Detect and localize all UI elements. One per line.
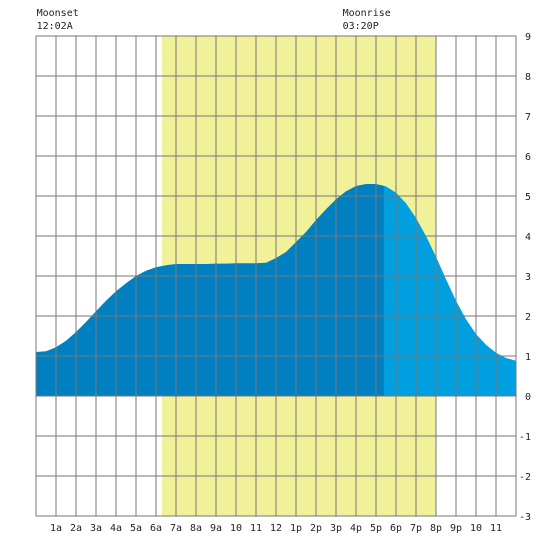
y-tick-label: 0: [525, 392, 531, 403]
x-tick-label: 12: [270, 523, 282, 534]
x-tick-label: 11: [490, 523, 502, 534]
y-tick-label: 6: [525, 152, 531, 163]
y-tick-label: 8: [525, 72, 531, 83]
x-tick-label: 5a: [130, 523, 142, 534]
moon-event-title: Moonset: [37, 8, 79, 19]
y-tick-label: 9: [525, 32, 531, 43]
x-tick-label: 2a: [70, 523, 82, 534]
moon-event-time: 03:20P: [343, 21, 379, 32]
moon-event-labels: Moonset 12:02A Moonrise 03:20P: [37, 8, 391, 32]
x-tick-label: 1a: [50, 523, 62, 534]
x-tick-label: 2p: [310, 523, 322, 534]
x-axis-labels: 1a 2a 3a 4a 5a 6a 7a 8a 9a 10 11 12 1p 2p 3p 4p 5p 6p 7p 8p…: [50, 523, 502, 534]
x-tick-label: 5p: [370, 523, 382, 534]
y-axis-labels: 9 8 7 6 5 4 3 2 1 0 -1 -2 -3: [519, 32, 531, 523]
x-tick-label: 6a: [150, 523, 162, 534]
x-tick-label: 6p: [390, 523, 402, 534]
y-tick-label: 4: [525, 232, 531, 243]
y-tick-label: 2: [525, 312, 531, 323]
x-tick-label: 4p: [350, 523, 362, 534]
x-tick-label: 9a: [210, 523, 222, 534]
x-tick-label: 11: [250, 523, 262, 534]
y-tick-label: 3: [525, 272, 531, 283]
x-tick-label: 8a: [190, 523, 202, 534]
y-tick-label: -2: [519, 472, 531, 483]
x-tick-label: 10: [470, 523, 482, 534]
tide-area-future: [384, 185, 516, 396]
x-tick-label: 8p: [430, 523, 442, 534]
tide-area-past: [36, 184, 384, 396]
y-tick-label: 5: [525, 192, 531, 203]
tide-areas: [36, 184, 516, 396]
y-tick-label: -1: [519, 432, 531, 443]
y-tick-label: 1: [525, 352, 531, 363]
x-tick-label: 3p: [330, 523, 342, 534]
grid-lines: [36, 36, 516, 516]
y-tick-label: -3: [519, 512, 531, 523]
y-tick-label: 7: [525, 112, 531, 123]
x-tick-label: 9p: [450, 523, 462, 534]
x-tick-label: 1p: [290, 523, 302, 534]
x-tick-label: 7p: [410, 523, 422, 534]
x-tick-label: 4a: [110, 523, 122, 534]
plot-border: [35, 35, 517, 517]
moon-event-time: 12:02A: [37, 21, 73, 32]
moon-event-title: Moonrise: [343, 8, 391, 19]
x-tick-label: 7a: [170, 523, 182, 534]
x-tick-label: 10: [230, 523, 242, 534]
x-tick-label: 3a: [90, 523, 102, 534]
